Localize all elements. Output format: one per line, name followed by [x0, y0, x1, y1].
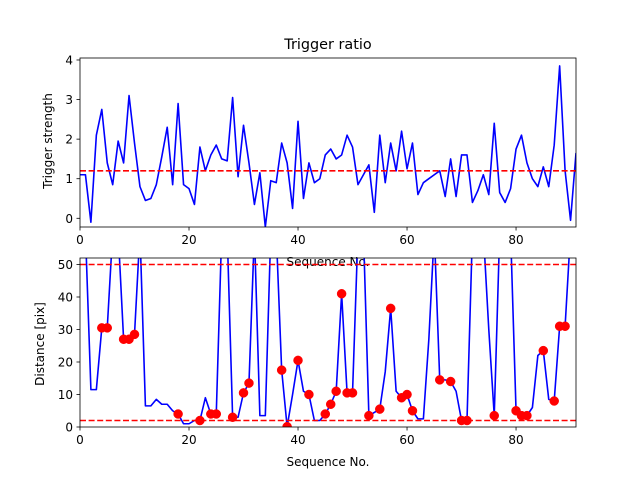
bottom-y-tick-label: 30: [58, 323, 73, 337]
bottom-x-tick-label: 80: [508, 433, 523, 447]
bottom-marker: [102, 323, 113, 333]
bottom-marker: [538, 345, 549, 356]
bottom-marker: [325, 399, 336, 409]
top-plot-content: [80, 65, 576, 227]
bottom-plot-content: [80, 258, 576, 427]
bottom-marker: [445, 376, 456, 387]
bottom-marker: [347, 388, 358, 398]
bottom-marker: [489, 410, 499, 421]
top-y-tick-label: 1: [65, 172, 73, 186]
bottom-subplot: Distance [pix] Sequence No. 0 20 40 60 80 0 10…: [33, 257, 577, 469]
bottom-marker: [331, 386, 341, 396]
bottom-marker: [320, 409, 331, 419]
top-y-tick-label: 4: [65, 53, 73, 67]
bottom-x-tick-label: 40: [290, 433, 305, 447]
bottom-marker: [276, 365, 287, 375]
top-x-axis-label: Sequence No.: [287, 255, 370, 269]
top-y-tick-label: 2: [65, 133, 73, 147]
bottom-y-axis-label: Distance [pix]: [33, 302, 47, 386]
bottom-marker: [238, 388, 249, 398]
bottom-y-tick-label: 40: [58, 291, 73, 305]
bottom-marker: [227, 412, 238, 422]
bottom-marker: [304, 389, 314, 400]
bottom-x-axis-label: Sequence No.: [287, 455, 370, 469]
bottom-marker: [211, 409, 222, 419]
bottom-marker: [129, 329, 140, 340]
top-series-line: [80, 65, 576, 227]
top-x-tick-label: 60: [399, 233, 414, 247]
top-y-axis-label: Trigger strength: [41, 93, 55, 190]
top-plot-area: [79, 57, 577, 228]
bottom-marker: [293, 355, 303, 366]
top-subplot: Trigger ratio Trigger strength Sequence …: [41, 37, 577, 269]
top-x-tick-label: 40: [290, 233, 305, 247]
top-chart-title: Trigger ratio: [283, 37, 372, 53]
top-y-tick-label: 3: [65, 93, 73, 107]
top-x-tick-label: 20: [181, 233, 196, 247]
bottom-axis-ticks: 0 20 40 60 80 0 10 20 30 40 50: [58, 258, 524, 447]
bottom-marker: [364, 410, 374, 421]
bottom-x-tick-label: 0: [76, 433, 84, 447]
top-axis-ticks: 0 20 40 60 80 0 1 2 3 4: [65, 53, 523, 247]
bottom-marker: [375, 404, 385, 414]
bottom-y-tick-label: 0: [65, 421, 73, 435]
bottom-marker: [407, 406, 418, 416]
top-x-tick-label: 0: [76, 233, 84, 247]
bottom-marker: [385, 303, 396, 314]
bottom-y-tick-label: 20: [58, 356, 73, 370]
bottom-axes-frame: [79, 257, 577, 428]
bottom-marker: [244, 378, 254, 388]
top-y-tick-label: 0: [65, 212, 73, 226]
bottom-y-tick-label: 10: [58, 388, 73, 402]
bottom-plot-area: [79, 257, 577, 428]
bottom-marker: [549, 396, 559, 406]
top-x-tick-label: 80: [508, 233, 523, 247]
bottom-x-tick-label: 20: [181, 433, 196, 447]
bottom-series-line: [85, 258, 570, 427]
bottom-marker: [560, 321, 570, 331]
bottom-marker: [522, 410, 532, 421]
bottom-y-tick-label: 50: [58, 258, 73, 272]
bottom-marker: [434, 375, 445, 385]
top-axes-frame: [79, 57, 577, 228]
bottom-marker: [336, 289, 347, 299]
bottom-marker: [402, 389, 412, 400]
bottom-x-tick-label: 60: [399, 433, 414, 447]
bottom-marker: [173, 409, 183, 419]
